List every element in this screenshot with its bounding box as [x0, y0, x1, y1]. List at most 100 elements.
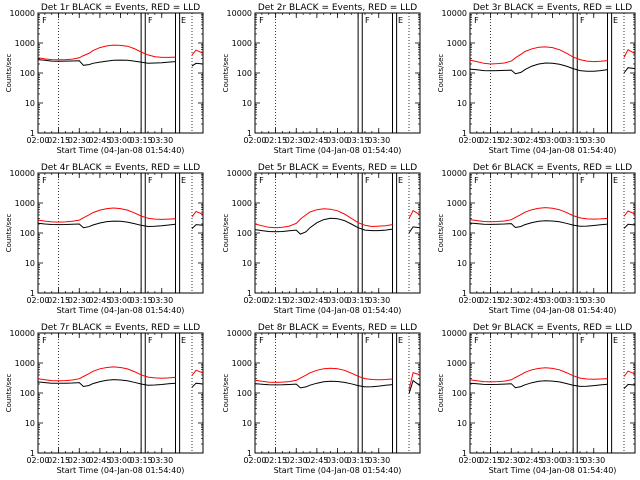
series-line-lld [623, 210, 636, 217]
y-tick-label: 1 [462, 289, 467, 298]
x-tick-label: 02:15 [264, 136, 287, 145]
y-tick-label: 10000 [10, 329, 35, 338]
x-tick-label: 02:00 [458, 136, 481, 145]
panel-title: Det 5r BLACK = Events, RED = LLD [258, 163, 417, 173]
y-axis-title: Counts/sec [437, 214, 445, 253]
panel-title: Det 6r BLACK = Events, RED = LLD [473, 163, 632, 173]
y-axis-title: Counts/sec [222, 214, 230, 253]
x-tick-label: 02:30 [285, 296, 308, 305]
flag-marker: E [398, 16, 403, 25]
flag-marker: E [181, 336, 186, 345]
y-tick-label: 10000 [10, 9, 35, 18]
x-tick-label: 02:30 [500, 296, 523, 305]
series-line-events [408, 226, 421, 234]
x-tick-label: 02:30 [68, 296, 91, 305]
flag-marker: F [148, 336, 153, 345]
x-tick-label: 03:30 [150, 456, 173, 465]
y-tick-label: 100 [20, 69, 35, 78]
y-tick-label: 1 [462, 129, 467, 138]
x-tick-label: 02:00 [26, 136, 49, 145]
flag-marker: E [613, 336, 618, 345]
y-tick-label: 10 [25, 99, 35, 108]
x-axis-title: Start Time (04-Jan-08 01:54:40) [57, 146, 185, 155]
y-tick-label: 10 [242, 99, 252, 108]
plot-frame [37, 332, 204, 454]
y-tick-label: 1 [30, 449, 35, 458]
y-tick-label: 1000 [15, 359, 35, 368]
flag-marker: F [580, 176, 585, 185]
y-tick-label: 1000 [232, 359, 252, 368]
x-tick-label: 03:15 [130, 456, 153, 465]
plot-frame [254, 12, 421, 134]
flag-marker: F [580, 16, 585, 25]
flag-marker: F [42, 176, 47, 185]
flag-marker: E [398, 176, 403, 185]
x-tick-label: 02:30 [285, 456, 308, 465]
flag-marker: E [181, 176, 186, 185]
x-axis-title: Start Time (04-Jan-08 01:54:40) [489, 146, 617, 155]
y-tick-label: 1000 [232, 199, 252, 208]
y-tick-label: 10 [25, 259, 35, 268]
y-axis-title: Counts/sec [222, 54, 230, 93]
y-tick-label: 1 [30, 129, 35, 138]
x-tick-label: 02:45 [88, 456, 111, 465]
plot-frame [37, 172, 204, 294]
x-tick-label: 03:00 [541, 456, 564, 465]
series-line-events [623, 383, 636, 389]
flag-marker: F [148, 176, 153, 185]
y-tick-label: 100 [237, 69, 252, 78]
flag-marker: F [42, 16, 47, 25]
x-tick-label: 03:00 [326, 136, 349, 145]
flag-marker: F [259, 336, 264, 345]
y-tick-label: 100 [452, 389, 467, 398]
y-tick-label: 100 [237, 389, 252, 398]
x-tick-label: 03:30 [582, 296, 605, 305]
y-tick-label: 1000 [447, 39, 467, 48]
x-tick-label: 02:30 [68, 456, 91, 465]
y-tick-label: 1 [247, 449, 252, 458]
x-tick-label: 03:30 [582, 136, 605, 145]
y-axis-title: Counts/sec [222, 374, 230, 413]
x-tick-label: 02:45 [88, 296, 111, 305]
y-axis-title: Counts/sec [5, 214, 13, 253]
x-tick-label: 02:15 [264, 296, 287, 305]
x-tick-label: 03:00 [541, 136, 564, 145]
flag-marker: E [613, 16, 618, 25]
x-tick-label: 02:00 [243, 456, 266, 465]
panel-title: Det 4r BLACK = Events, RED = LLD [41, 163, 200, 173]
series-line-events [469, 380, 608, 389]
x-tick-label: 03:15 [562, 136, 585, 145]
flag-marker: F [580, 336, 585, 345]
x-tick-label: 03:15 [130, 296, 153, 305]
y-tick-label: 10 [457, 99, 467, 108]
x-tick-label: 02:45 [520, 296, 543, 305]
y-tick-label: 1 [247, 129, 252, 138]
x-axis-title: Start Time (04-Jan-08 01:54:40) [489, 466, 617, 475]
y-tick-label: 1 [247, 289, 252, 298]
flag-marker: F [365, 16, 370, 25]
x-axis-title: Start Time (04-Jan-08 01:54:40) [57, 306, 185, 315]
x-tick-label: 02:30 [68, 136, 91, 145]
series-line-events [37, 220, 176, 229]
plot-frame [254, 332, 421, 454]
series-line-events [469, 220, 608, 229]
panel-title: Det 7r BLACK = Events, RED = LLD [41, 323, 200, 333]
panel-title: Det 2r BLACK = Events, RED = LLD [258, 3, 417, 13]
x-tick-label: 02:00 [26, 296, 49, 305]
plot-frame [254, 172, 421, 294]
flag-marker: F [365, 336, 370, 345]
series-line-events [623, 223, 636, 229]
y-tick-label: 10000 [227, 9, 252, 18]
y-tick-label: 100 [20, 229, 35, 238]
x-tick-label: 02:30 [500, 136, 523, 145]
x-tick-label: 03:15 [347, 296, 370, 305]
series-line-lld [623, 370, 636, 377]
series-line-events [37, 59, 176, 66]
x-tick-label: 02:45 [305, 456, 328, 465]
flag-marker: F [474, 176, 479, 185]
x-axis-title: Start Time (04-Jan-08 01:54:40) [274, 306, 402, 315]
series-line-events [254, 380, 393, 389]
plot-frame [469, 332, 636, 454]
series-line-events [469, 62, 608, 75]
y-tick-label: 1000 [15, 199, 35, 208]
